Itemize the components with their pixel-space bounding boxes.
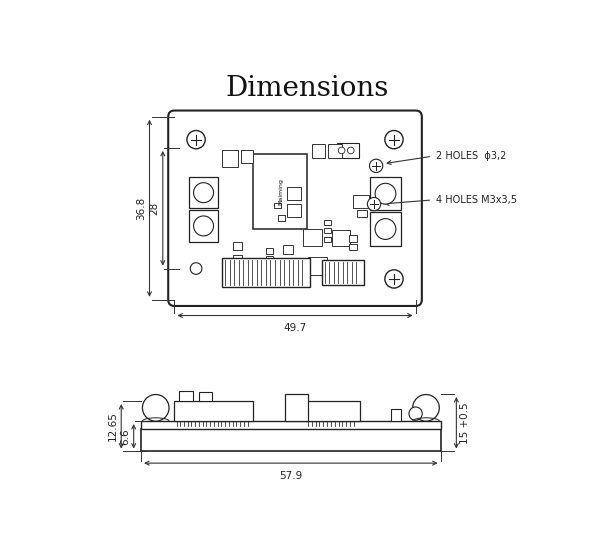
Bar bbox=[233, 255, 242, 262]
Bar bbox=[199, 392, 212, 401]
Circle shape bbox=[347, 147, 354, 154]
Bar bbox=[324, 220, 331, 225]
Bar bbox=[370, 177, 401, 210]
Bar bbox=[324, 237, 331, 241]
Bar bbox=[179, 391, 193, 401]
Bar bbox=[222, 258, 310, 287]
Bar bbox=[175, 401, 253, 421]
Circle shape bbox=[385, 131, 403, 149]
Bar bbox=[189, 211, 218, 241]
Bar bbox=[358, 210, 367, 217]
Circle shape bbox=[194, 216, 214, 236]
Bar bbox=[308, 258, 328, 275]
Bar bbox=[283, 245, 293, 254]
Circle shape bbox=[409, 407, 422, 420]
Circle shape bbox=[375, 183, 396, 204]
Bar bbox=[306, 401, 360, 421]
Text: 12.65: 12.65 bbox=[108, 411, 118, 441]
Bar bbox=[287, 187, 301, 200]
Bar bbox=[349, 244, 356, 250]
Bar bbox=[241, 150, 253, 163]
Text: 2 HOLES  ϕ3,2: 2 HOLES ϕ3,2 bbox=[436, 151, 507, 161]
Text: Dimensions: Dimensions bbox=[226, 75, 389, 102]
Text: 57.9: 57.9 bbox=[279, 471, 302, 481]
Bar bbox=[332, 230, 350, 246]
Bar bbox=[391, 409, 401, 421]
Bar bbox=[274, 203, 281, 208]
Text: 4 HOLES M3x3,5: 4 HOLES M3x3,5 bbox=[436, 195, 517, 205]
Bar bbox=[337, 143, 359, 158]
Circle shape bbox=[385, 270, 403, 288]
Bar bbox=[311, 144, 325, 158]
FancyBboxPatch shape bbox=[168, 111, 422, 306]
Circle shape bbox=[338, 147, 345, 154]
Bar bbox=[253, 154, 307, 229]
Bar bbox=[141, 429, 440, 451]
Text: 36.8: 36.8 bbox=[136, 197, 146, 220]
Bar bbox=[304, 229, 322, 246]
Bar bbox=[285, 394, 308, 421]
Bar bbox=[278, 215, 285, 221]
Circle shape bbox=[142, 395, 169, 421]
Bar bbox=[266, 248, 274, 254]
Text: 28: 28 bbox=[149, 201, 160, 215]
Circle shape bbox=[190, 263, 202, 274]
Bar bbox=[287, 204, 301, 217]
Bar bbox=[141, 421, 440, 429]
Text: 49.7: 49.7 bbox=[283, 323, 307, 333]
Bar bbox=[322, 260, 364, 285]
Circle shape bbox=[367, 198, 380, 211]
Text: 15 +0.5: 15 +0.5 bbox=[460, 402, 470, 444]
Bar bbox=[328, 144, 341, 158]
Bar bbox=[266, 256, 274, 262]
Bar bbox=[349, 235, 356, 241]
Text: Maiming: Maiming bbox=[278, 178, 283, 205]
Circle shape bbox=[194, 183, 214, 202]
Circle shape bbox=[413, 395, 439, 421]
Circle shape bbox=[370, 159, 383, 172]
Bar bbox=[189, 177, 218, 208]
Circle shape bbox=[375, 219, 396, 239]
Bar bbox=[353, 195, 369, 208]
Bar bbox=[324, 228, 331, 233]
Bar bbox=[222, 150, 238, 167]
Bar bbox=[370, 212, 401, 246]
Circle shape bbox=[187, 131, 205, 149]
Bar bbox=[233, 242, 242, 250]
Text: 6.6: 6.6 bbox=[121, 428, 130, 444]
